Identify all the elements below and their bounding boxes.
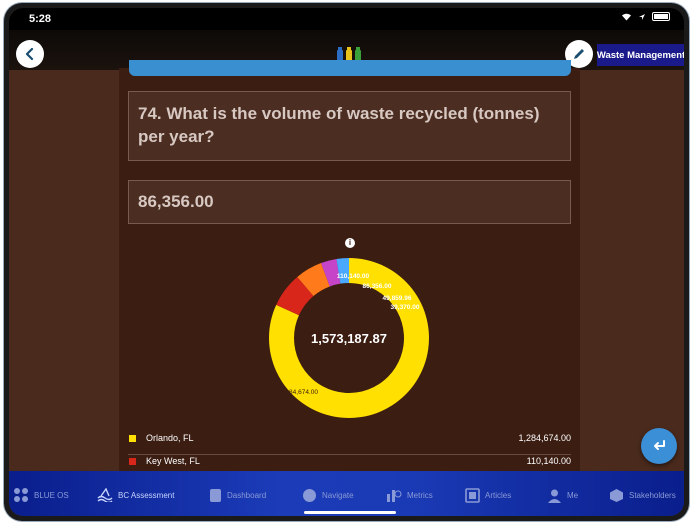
- nav-dashboard[interactable]: Dashboard: [209, 487, 266, 503]
- slice-value-label: 86,356.00: [363, 283, 392, 290]
- legend-item[interactable]: Orlando, FL 1,284,674.00: [128, 429, 571, 449]
- nav-stakeholders[interactable]: Stakeholders: [609, 487, 676, 503]
- slice-value-label: 1,284,674.00: [280, 389, 318, 396]
- nav-bc-assessment[interactable]: BC Assessment: [97, 487, 174, 503]
- nav-metrics[interactable]: Metrics: [386, 487, 433, 503]
- nav-navigate[interactable]: Navigate: [302, 487, 354, 503]
- info-icon[interactable]: i: [345, 238, 355, 248]
- tablet-frame: 5:28 Waste Management 74. What is the vo…: [4, 3, 689, 521]
- legend-value: 110,140.00: [526, 456, 571, 466]
- nav-label: BLUE OS: [34, 490, 69, 500]
- nav-label: Navigate: [322, 490, 354, 500]
- nav-label: Articles: [485, 490, 512, 500]
- previous-section-bar[interactable]: [129, 60, 571, 76]
- donut-chart: 1,573,187.87 1,284,674.00 110,140.00 86,35…: [269, 258, 429, 419]
- legend-swatch: [129, 435, 136, 442]
- slice-value-label: 110,140.00: [337, 273, 370, 280]
- chevron-left-icon: [25, 48, 34, 60]
- nav-articles[interactable]: Articles: [465, 487, 511, 503]
- legend-swatch: [129, 458, 136, 465]
- dashboard-icon: [210, 488, 221, 502]
- legend-item[interactable]: Key West, FL 110,140.00: [128, 452, 571, 472]
- app-screen: 5:28 Waste Management 74. What is the vo…: [9, 8, 684, 516]
- back-button[interactable]: [16, 40, 44, 68]
- pencil-icon: [574, 49, 584, 59]
- user-icon: [548, 489, 561, 503]
- nav-label: Dashboard: [227, 490, 267, 500]
- location-icon: [639, 13, 645, 20]
- legend-label: Key West, FL: [146, 456, 200, 466]
- legend-label: Orlando, FL: [146, 433, 194, 443]
- nav-label: BC Assessment: [118, 490, 175, 500]
- donut-slice[interactable]: [297, 263, 330, 297]
- chart-center-total: 1,573,187.87: [311, 331, 387, 346]
- return-arrow-icon: [654, 440, 665, 450]
- donut-slice[interactable]: [269, 258, 429, 419]
- legend-divider: [128, 454, 571, 455]
- metrics-icon: [387, 489, 402, 502]
- home-indicator: [304, 511, 396, 514]
- waves-icon: [97, 488, 113, 502]
- battery-icon: [652, 12, 670, 21]
- status-bar: 5:28: [9, 8, 684, 30]
- nav-me[interactable]: Me: [547, 487, 578, 503]
- bottom-nav: BLUE OS BC Assessment Dashboard Navigate…: [9, 471, 684, 516]
- system-icons: [621, 12, 670, 21]
- answer-field[interactable]: 86,356.00: [128, 180, 571, 224]
- legend-value: 1,284,674.00: [518, 433, 571, 443]
- nav-blue-os[interactable]: BLUE OS: [13, 487, 69, 503]
- return-button[interactable]: [641, 428, 677, 464]
- question-text: 74. What is the volume of waste recycled…: [128, 91, 571, 161]
- donut-slice[interactable]: [276, 276, 314, 316]
- donut-slice[interactable]: [321, 258, 341, 287]
- donut-slice[interactable]: [336, 258, 349, 284]
- slice-value-label: 39,370.00: [391, 304, 420, 311]
- globe-icon: [303, 488, 316, 502]
- nav-label: Metrics: [407, 490, 433, 500]
- cube-icon: [610, 488, 623, 502]
- nav-label: Stakeholders: [629, 490, 676, 500]
- nav-label: Me: [567, 490, 579, 500]
- slice-value-label: 49,859.96: [383, 295, 412, 302]
- articles-icon: [465, 487, 480, 503]
- page-title: Waste Management: [597, 44, 684, 66]
- status-time: 5:28: [29, 13, 52, 25]
- grid-dots-icon: [14, 488, 28, 502]
- wifi-icon: [622, 13, 631, 21]
